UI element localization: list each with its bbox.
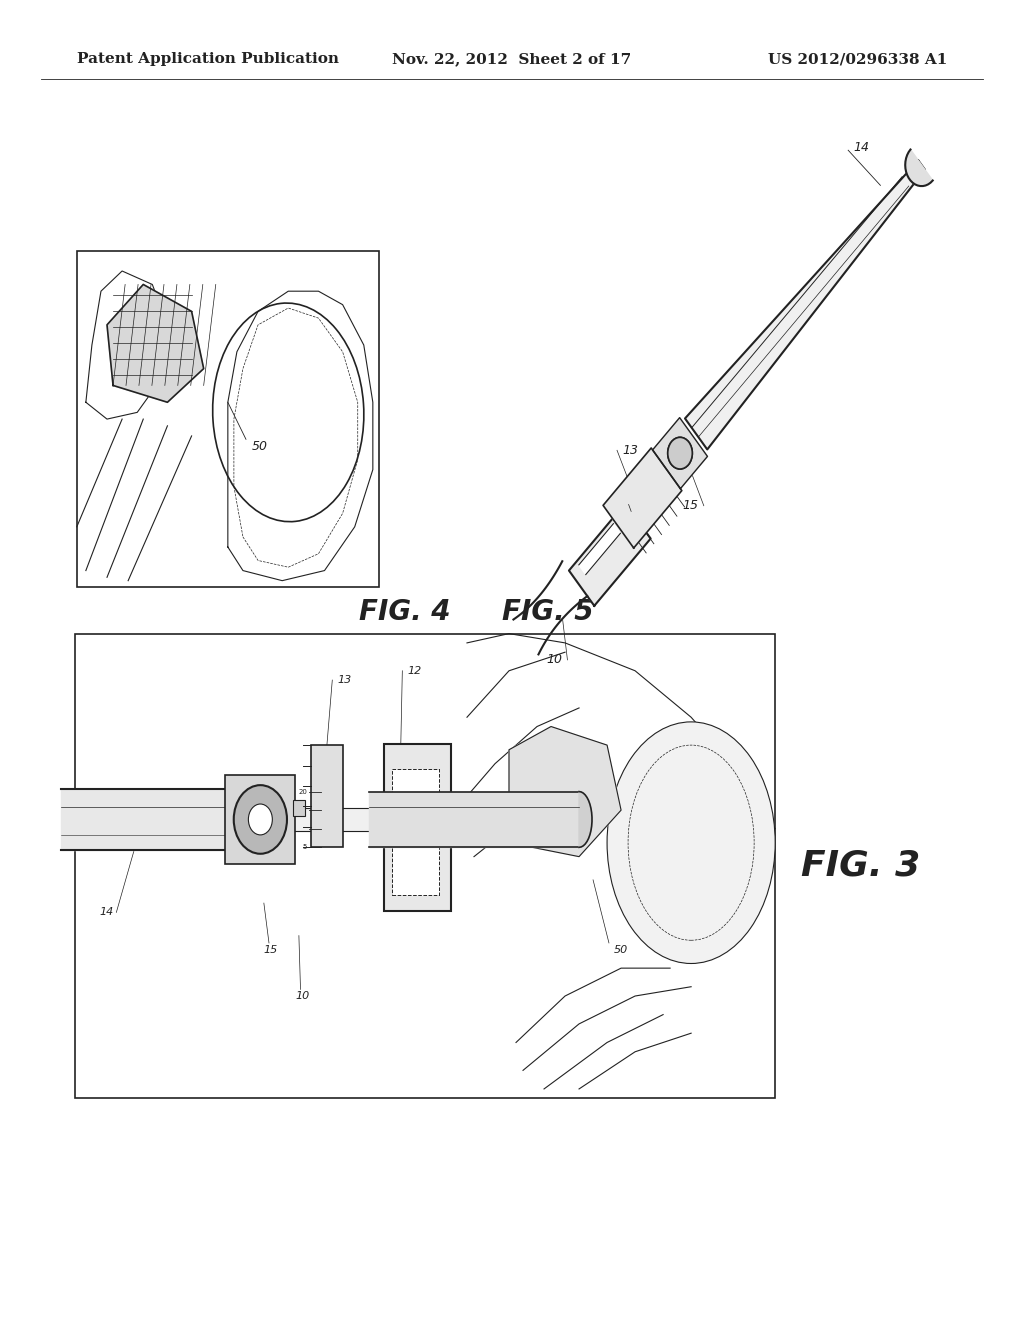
Bar <box>392 770 438 895</box>
Bar <box>75 634 775 1098</box>
Bar <box>384 744 451 911</box>
Polygon shape <box>666 422 703 473</box>
Polygon shape <box>369 792 579 847</box>
Polygon shape <box>60 789 250 850</box>
Circle shape <box>249 804 272 834</box>
Bar <box>293 800 305 816</box>
Text: 12: 12 <box>637 498 652 511</box>
Ellipse shape <box>607 722 775 964</box>
Text: 13: 13 <box>623 444 638 457</box>
Bar <box>77 251 379 587</box>
Polygon shape <box>569 503 650 606</box>
Bar <box>311 744 343 847</box>
Text: FIG. 4: FIG. 4 <box>358 598 451 626</box>
Text: 50: 50 <box>614 945 629 954</box>
Text: 5: 5 <box>303 845 307 850</box>
Text: FIG. 3: FIG. 3 <box>801 849 920 883</box>
Circle shape <box>668 437 692 469</box>
Text: 50: 50 <box>252 440 268 453</box>
Polygon shape <box>685 160 925 450</box>
Text: 12: 12 <box>408 665 422 676</box>
Text: Nov. 22, 2012  Sheet 2 of 17: Nov. 22, 2012 Sheet 2 of 17 <box>392 53 632 66</box>
Ellipse shape <box>628 744 754 940</box>
Polygon shape <box>106 284 204 403</box>
Text: 15: 15 <box>298 807 307 813</box>
Polygon shape <box>905 149 933 186</box>
Text: US 2012/0296338 A1: US 2012/0296338 A1 <box>768 53 947 66</box>
Text: 14: 14 <box>853 141 869 154</box>
Text: 10: 10 <box>298 826 307 832</box>
Text: 13: 13 <box>338 675 351 685</box>
Text: 10: 10 <box>295 991 309 1001</box>
Text: 10: 10 <box>547 653 562 667</box>
Text: 20: 20 <box>298 788 307 795</box>
Bar <box>225 775 295 863</box>
Text: 14: 14 <box>99 907 114 917</box>
Text: FIG. 5: FIG. 5 <box>502 598 594 626</box>
Circle shape <box>668 437 692 469</box>
Circle shape <box>233 785 287 854</box>
Text: Patent Application Publication: Patent Application Publication <box>77 53 339 66</box>
Text: 15: 15 <box>264 945 279 954</box>
Polygon shape <box>292 808 383 832</box>
Polygon shape <box>579 524 621 574</box>
Polygon shape <box>579 792 592 847</box>
Polygon shape <box>652 417 708 488</box>
Polygon shape <box>509 726 622 857</box>
Text: 15: 15 <box>683 499 698 512</box>
Polygon shape <box>603 447 682 548</box>
Ellipse shape <box>213 304 364 521</box>
